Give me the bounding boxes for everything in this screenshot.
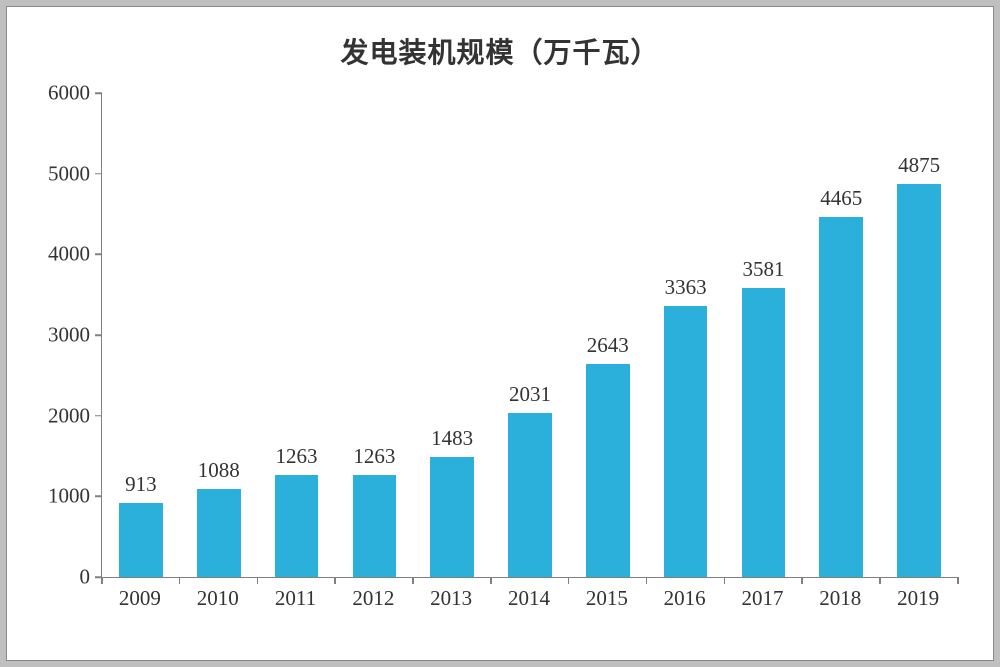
x-tick: 2011	[257, 578, 335, 611]
bar: 1088	[197, 489, 241, 577]
bar-datalabel: 3363	[665, 275, 707, 306]
bar-datalabel: 2643	[587, 333, 629, 364]
x-tick: 2009	[101, 578, 179, 611]
bar: 3581	[742, 288, 786, 577]
x-tick-label: 2015	[568, 578, 646, 611]
y-tick-label: 6000	[48, 81, 102, 106]
x-tick: 2017	[724, 578, 802, 611]
x-tick: 2014	[490, 578, 568, 611]
y-tick-label: 0	[80, 565, 103, 590]
x-tick: 2019	[879, 578, 957, 611]
bar: 3363	[664, 306, 708, 577]
x-tick-label: 2016	[646, 578, 724, 611]
x-tick: 2018	[801, 578, 879, 611]
chart-title: 发电装机规模（万千瓦）	[33, 31, 967, 71]
plot-area: 9131088126312631483203126433363358144654…	[101, 93, 958, 578]
bar-datalabel: 913	[125, 472, 157, 503]
bar-datalabel: 4465	[820, 186, 862, 217]
x-tick-label: 2012	[334, 578, 412, 611]
x-tick: 2012	[334, 578, 412, 611]
x-tick-label: 2014	[490, 578, 568, 611]
bar: 2031	[508, 413, 552, 577]
image-frame: 发电装机规模（万千瓦） 9131088126312631483203126433…	[0, 0, 1000, 667]
x-tick-label: 2019	[879, 578, 957, 611]
bar: 913	[119, 503, 163, 577]
y-tick-label: 1000	[48, 484, 102, 509]
x-boundary-tick	[957, 577, 959, 584]
x-tick-label: 2018	[801, 578, 879, 611]
bar-datalabel: 1263	[276, 444, 318, 475]
bar-datalabel: 1088	[198, 458, 240, 489]
x-tick-label: 2009	[101, 578, 179, 611]
x-tick: 2015	[568, 578, 646, 611]
bar: 1263	[275, 475, 319, 577]
bar: 4875	[897, 184, 941, 577]
x-tick-label: 2011	[257, 578, 335, 611]
y-tick-label: 4000	[48, 242, 102, 267]
x-tick-label: 2010	[179, 578, 257, 611]
bar: 2643	[586, 364, 630, 577]
bar-datalabel: 3581	[742, 257, 784, 288]
bar: 1263	[353, 475, 397, 577]
bar-chart: 9131088126312631483203126433363358144654…	[101, 93, 957, 618]
bar: 1483	[430, 457, 474, 577]
x-tick-label: 2017	[724, 578, 802, 611]
bar-datalabel: 4875	[898, 153, 940, 184]
bar-datalabel: 2031	[509, 382, 551, 413]
x-tick: 2016	[646, 578, 724, 611]
y-tick-label: 5000	[48, 161, 102, 186]
x-tick: 2013	[412, 578, 490, 611]
x-axis: 2009201020112012201320142015201620172018…	[101, 578, 957, 618]
x-tick: 2010	[179, 578, 257, 611]
bar-datalabel: 1263	[353, 444, 395, 475]
bars-container: 9131088126312631483203126433363358144654…	[102, 93, 958, 577]
y-tick-label: 3000	[48, 323, 102, 348]
bar-datalabel: 1483	[431, 426, 473, 457]
x-tick-label: 2013	[412, 578, 490, 611]
chart-panel: 发电装机规模（万千瓦） 9131088126312631483203126433…	[6, 6, 994, 661]
bar: 4465	[819, 217, 863, 577]
y-tick-label: 2000	[48, 403, 102, 428]
